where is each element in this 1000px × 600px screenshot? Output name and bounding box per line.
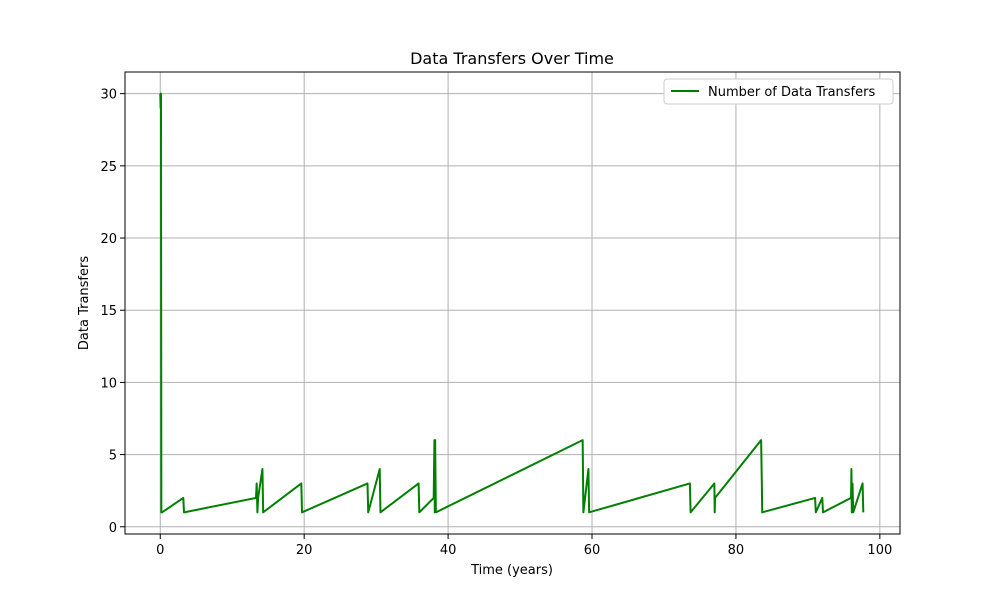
y-tick-label: 30	[100, 88, 117, 103]
x-tick-label: 100	[867, 543, 892, 558]
y-tick-label: 15	[100, 304, 117, 319]
x-tick-label: 40	[440, 543, 457, 558]
y-axis-label: Data Transfers	[77, 256, 92, 350]
y-tick-label: 0	[109, 521, 117, 536]
y-tick-label: 10	[100, 376, 117, 391]
x-tick-label: 0	[156, 543, 164, 558]
legend: Number of Data Transfers	[663, 78, 894, 105]
x-tick-label: 80	[728, 543, 745, 558]
x-tick-label: 60	[584, 543, 601, 558]
legend-box	[663, 78, 894, 105]
x-tick-label: 20	[296, 543, 313, 558]
grid-lines	[125, 72, 900, 534]
plot-area-frame	[124, 71, 901, 535]
y-tick-label: 5	[109, 449, 117, 464]
chart-title: Data Transfers Over Time	[410, 49, 614, 68]
x-axis-label: Time (years)	[470, 563, 553, 578]
legend-label: Number of Data Transfers	[708, 85, 875, 100]
axis-ticks: 0 20 40 60 80 100 0 5 10 15 20 25 30	[100, 88, 892, 558]
series-line-data-transfers	[159, 92, 865, 514]
y-tick-label: 25	[100, 160, 117, 175]
series-layer	[159, 92, 865, 514]
y-tick-label: 20	[100, 232, 117, 247]
